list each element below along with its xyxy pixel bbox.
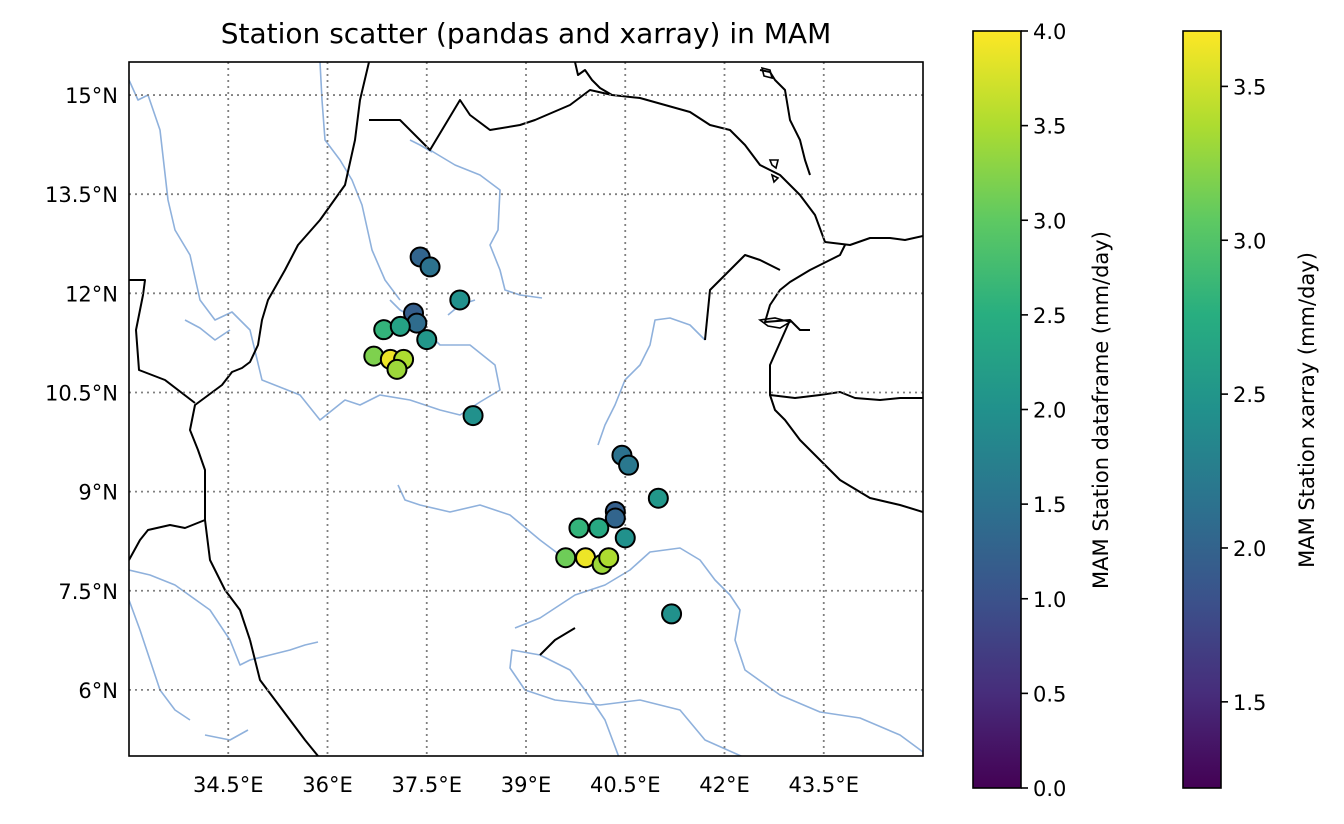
x-axis-ticks: 34.5°E 36°E 37.5°E 39°E 40.5°E 42°E 43.5°E: [193, 773, 859, 797]
y-tick-label: 13.5°N: [45, 183, 118, 207]
station-point: [386, 358, 408, 380]
colorbar-tick-label: 4.0: [1033, 20, 1066, 44]
station-point: [555, 547, 577, 569]
y-tick-label: 12°N: [65, 282, 118, 306]
station-point: [661, 603, 683, 625]
station-point: [618, 454, 640, 476]
y-tick-label: 10.5°N: [45, 381, 118, 405]
station-point: [416, 329, 438, 351]
colorbar-tick-label: 3.0: [1033, 209, 1066, 233]
colorbar-dataframe-ticks: 0.0 0.5 1.0 1.5 2.0 2.5 3.0 3.5 4.0: [1021, 20, 1066, 801]
station-point: [419, 256, 441, 278]
colorbar-tick-label: 3.5: [1233, 75, 1266, 99]
river-lines: [129, 62, 923, 756]
colorbar-tick-label: 3.0: [1233, 229, 1266, 253]
colorbar-dataframe-gradient: [972, 30, 1022, 789]
station-point: [604, 507, 626, 529]
station-point: [389, 315, 411, 337]
colorbar-xarray: 1.5 2.0 2.5 3.0 3.5 MAM Station xarray (mm/d…: [1182, 30, 1319, 789]
station-point: [647, 487, 669, 509]
station-point: [588, 517, 610, 539]
colorbar-dataframe: 0.0 0.5 1.0 1.5 2.0 2.5 3.0 3.5 4.0 MAM Station …: [972, 20, 1113, 801]
x-tick-label: 36°E: [302, 773, 353, 797]
y-axis-ticks: 6°N 7.5°N 9°N 10.5°N 12°N 13.5°N 15°N: [45, 84, 118, 703]
colorbar-xarray-gradient: [1182, 30, 1222, 789]
station-point: [568, 517, 590, 539]
colorbar-tick-label: 2.0: [1233, 537, 1266, 561]
colorbar-tick-label: 0.0: [1033, 777, 1066, 801]
station-point: [462, 405, 484, 427]
x-tick-label: 39°E: [501, 773, 552, 797]
gridlines: [129, 62, 923, 756]
y-tick-label: 15°N: [65, 84, 118, 108]
colorbar-tick-label: 1.5: [1033, 493, 1066, 517]
x-tick-label: 40.5°E: [590, 773, 661, 797]
station-point: [449, 289, 471, 311]
x-tick-label: 43.5°E: [788, 773, 859, 797]
colorbar-tick-label: 0.5: [1033, 682, 1066, 706]
colorbar-xarray-label: MAM Station xarray (mm/day): [1295, 252, 1319, 568]
station-point: [614, 527, 636, 549]
colorbar-xarray-ticks: 1.5 2.0 2.5 3.0 3.5: [1221, 75, 1266, 715]
x-tick-label: 42°E: [699, 773, 750, 797]
colorbar-dataframe-label: MAM Station dataframe (mm/day): [1089, 231, 1113, 589]
colorbar-tick-label: 1.5: [1233, 691, 1266, 715]
station-points: [363, 246, 683, 625]
station-point: [598, 547, 620, 569]
plot-area-frame: [128, 61, 924, 757]
coastline: [757, 66, 793, 329]
colorbar-tick-label: 2.5: [1233, 383, 1266, 407]
y-tick-label: 6°N: [78, 679, 118, 703]
colorbar-tick-label: 2.0: [1033, 399, 1066, 423]
x-tick-label: 37.5°E: [391, 773, 462, 797]
colorbar-tick-label: 3.5: [1033, 115, 1066, 139]
x-tick-label: 34.5°E: [193, 773, 264, 797]
colorbar-tick-label: 1.0: [1033, 588, 1066, 612]
y-tick-label: 9°N: [78, 481, 118, 505]
chart-title: Station scatter (pandas and xarray) in M…: [221, 17, 832, 50]
colorbar-tick-label: 2.5: [1033, 304, 1066, 328]
y-tick-label: 7.5°N: [58, 580, 118, 604]
